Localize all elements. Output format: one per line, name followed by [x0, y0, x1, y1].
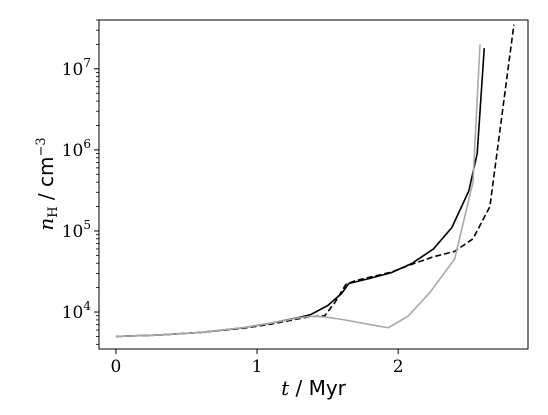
- plot-frame: [98, 19, 529, 350]
- y-axis-unit: cm: [34, 157, 58, 187]
- y-axis-separator: /: [34, 187, 58, 206]
- y-axis-subscript: H: [46, 206, 61, 217]
- y-tick-exponent-2: 5: [83, 218, 91, 232]
- y-tick-exponent-1: 4: [83, 299, 91, 313]
- y-axis-exponent: −3: [34, 137, 49, 156]
- y-tick-label-1: 104: [62, 299, 92, 323]
- y-tick-base-1: 10: [62, 303, 84, 323]
- y-axis-label: nH / cm−3: [34, 137, 61, 230]
- x-axis-label: t / Myr: [281, 376, 347, 400]
- series-line-3: [115, 44, 481, 338]
- x-tick-label-2: 1: [252, 357, 263, 377]
- series-layer: [115, 24, 515, 338]
- x-tick-label-1: 0: [111, 357, 122, 377]
- y-tick-exponent-3: 6: [83, 137, 91, 151]
- y-tick-base-3: 10: [62, 141, 84, 161]
- x-axis-variable: t: [281, 376, 290, 400]
- y-tick-base-4: 10: [62, 60, 84, 80]
- y-tick-label-4: 107: [62, 56, 91, 80]
- y-tick-label-3: 106: [62, 137, 91, 161]
- minor-tick-layer: [96, 19, 99, 345]
- x-axis-unit: Myr: [309, 376, 347, 400]
- x-axis-separator: /: [289, 376, 308, 400]
- y-axis-variable: n: [34, 218, 58, 231]
- x-tick-label-3: 2: [393, 357, 404, 377]
- y-tick-base-2: 10: [62, 222, 84, 242]
- y-tick-label-2: 105: [62, 218, 91, 242]
- y-tick-exponent-4: 7: [83, 56, 91, 70]
